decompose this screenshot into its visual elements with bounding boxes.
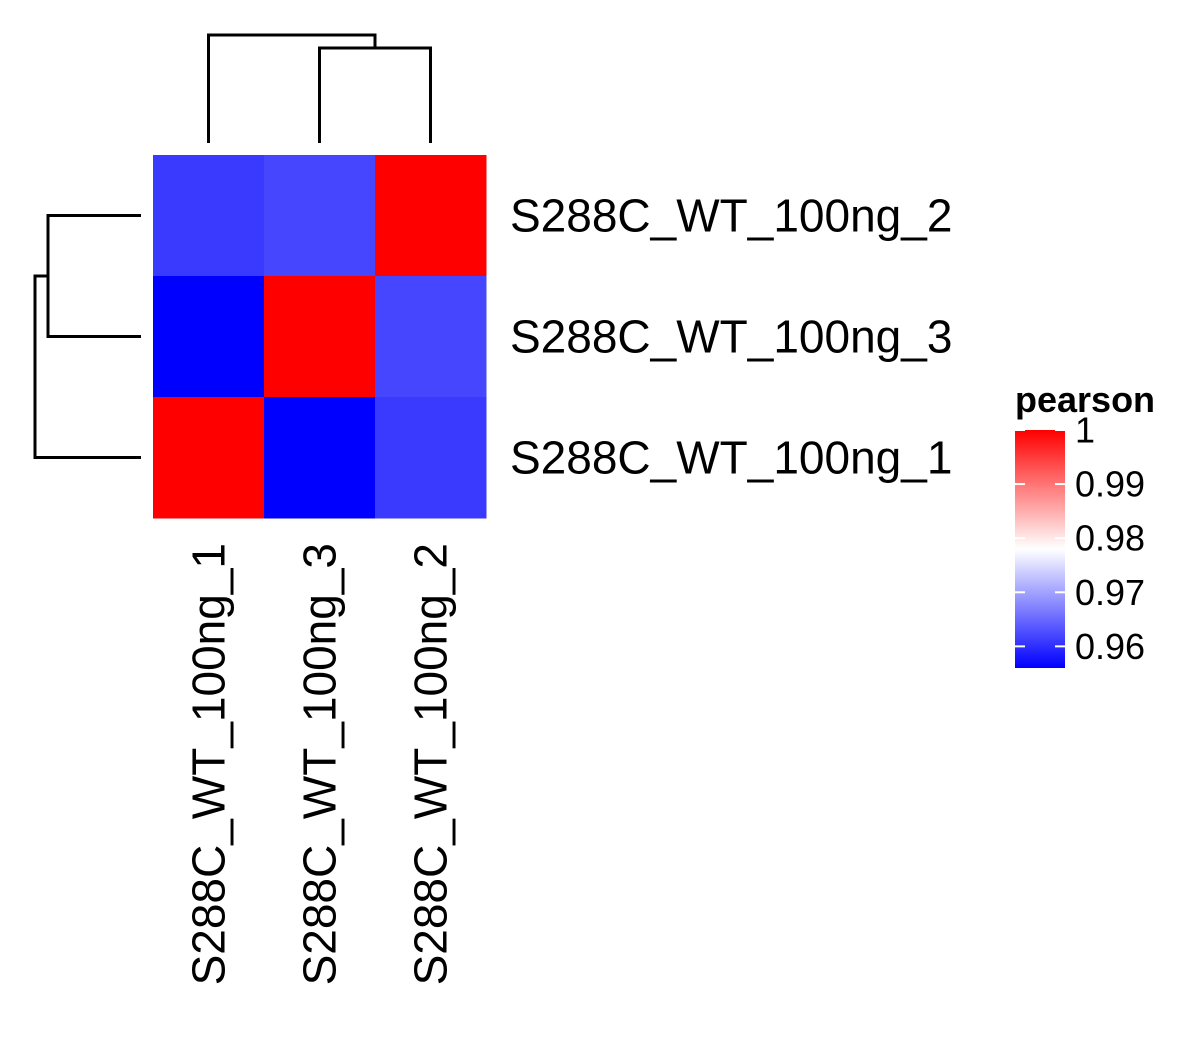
row-label: S288C_WT_100ng_3 [510,311,952,363]
heatmap-cell [375,397,487,519]
dendrogram-branch [33,274,141,459]
heatmap-cell [375,276,487,398]
column-label: S288C_WT_100ng_1 [183,543,235,985]
dendrogram-branch [318,46,432,143]
heatmap-cell [153,397,265,519]
heatmap-cell [264,155,376,277]
column-label: S288C_WT_100ng_3 [294,543,346,985]
color-legend: pearson 1 0.99 0.98 0.97 0.96 [1015,379,1155,668]
row-labels: S288C_WT_100ng_2 S288C_WT_100ng_3 S288C_WT… [510,190,952,484]
column-labels: S288C_WT_100ng_1 S288C_WT_100ng_3 S288C_WT… [183,543,457,985]
legend-tick-label: 0.99 [1075,464,1145,505]
legend-tick-label: 0.98 [1075,518,1145,559]
legend-title: pearson [1015,379,1155,420]
legend-color-bar [1015,430,1065,668]
legend-tick-label: 1 [1075,410,1095,451]
row-label: S288C_WT_100ng_1 [510,432,952,484]
heatmap-cells [153,155,487,519]
legend-ticks: 1 0.99 0.98 0.97 0.96 [1015,410,1145,667]
row-label: S288C_WT_100ng_2 [510,190,952,242]
heatmap-cell [264,397,376,519]
row-dendrogram [33,214,141,459]
column-dendrogram [207,33,432,143]
heatmap-cell [153,276,265,398]
legend-tick-label: 0.96 [1075,626,1145,667]
dendrogram-branch [207,33,377,143]
legend-tick-label: 0.97 [1075,572,1145,613]
dendrogram-branch [46,214,141,338]
heatmap-cell [264,276,376,398]
heatmap-cell [153,155,265,277]
heatmap-cell [375,155,487,277]
column-label: S288C_WT_100ng_2 [405,543,457,985]
